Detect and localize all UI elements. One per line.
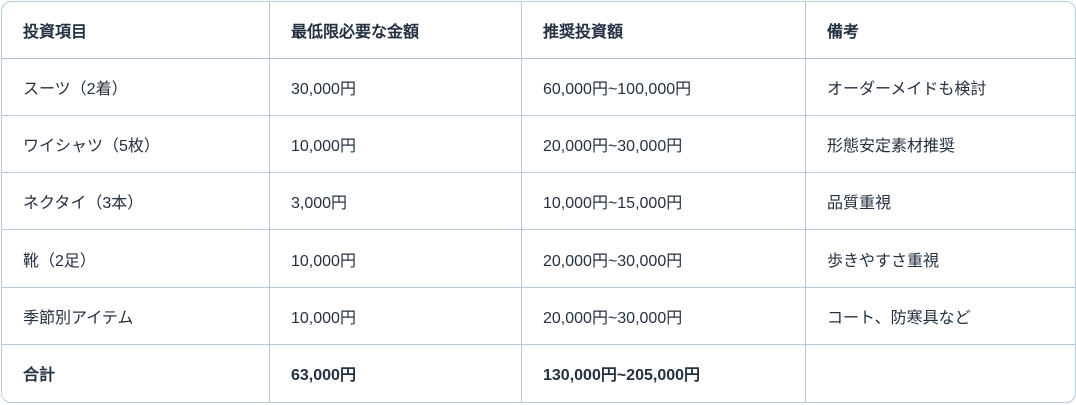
cell-minimum-amount: 10,000円 xyxy=(270,287,522,345)
cell-item: 季節別アイテム xyxy=(2,287,270,345)
header-cell-minimum-amount: 最低限必要な金額 xyxy=(270,2,522,59)
table-row: 季節別アイテム 10,000円 20,000円~30,000円 コート、防寒具な… xyxy=(2,287,1075,345)
cell-total-notes xyxy=(806,345,1075,402)
cell-notes: 品質重視 xyxy=(806,173,1075,231)
table-row: 靴（2足） 10,000円 20,000円~30,000円 歩きやすさ重視 xyxy=(2,230,1075,288)
cell-item: スーツ（2着） xyxy=(2,59,270,117)
total-row: 合計 63,000円 130,000円~205,000円 xyxy=(2,344,1075,402)
cell-minimum-amount: 10,000円 xyxy=(270,230,522,288)
cell-minimum-amount: 3,000円 xyxy=(270,173,522,231)
cell-item: 靴（2足） xyxy=(2,230,270,288)
cell-recommended-amount: 10,000円~15,000円 xyxy=(522,173,806,231)
cell-item: ネクタイ（3本） xyxy=(2,173,270,231)
cell-notes: 歩きやすさ重視 xyxy=(806,230,1075,288)
header-row: 投資項目 最低限必要な金額 推奨投資額 備考 xyxy=(2,2,1075,59)
cell-minimum-amount: 10,000円 xyxy=(270,116,522,174)
cell-total-minimum: 63,000円 xyxy=(270,344,522,402)
cell-recommended-amount: 20,000円~30,000円 xyxy=(522,287,806,345)
table-body: スーツ（2着） 30,000円 60,000円~100,000円 オーダーメイド… xyxy=(2,59,1075,402)
cell-recommended-amount: 20,000円~30,000円 xyxy=(522,116,806,174)
cell-notes: コート、防寒具など xyxy=(806,288,1075,345)
header-cell-recommended-amount: 推奨投資額 xyxy=(522,2,806,59)
cell-item: ワイシャツ（5枚） xyxy=(2,116,270,174)
header-cell-notes: 備考 xyxy=(806,2,1075,59)
table-header: 投資項目 最低限必要な金額 推奨投資額 備考 xyxy=(2,2,1075,59)
cell-notes: オーダーメイドも検討 xyxy=(806,59,1075,117)
table-row: ネクタイ（3本） 3,000円 10,000円~15,000円 品質重視 xyxy=(2,173,1075,231)
cell-total-label: 合計 xyxy=(2,344,270,402)
cell-recommended-amount: 60,000円~100,000円 xyxy=(522,59,806,117)
cell-total-recommended: 130,000円~205,000円 xyxy=(522,344,806,402)
cell-minimum-amount: 30,000円 xyxy=(270,59,522,117)
cell-notes: 形態安定素材推奨 xyxy=(806,116,1075,174)
table-row: ワイシャツ（5枚） 10,000円 20,000円~30,000円 形態安定素材… xyxy=(2,116,1075,174)
table-row: スーツ（2着） 30,000円 60,000円~100,000円 オーダーメイド… xyxy=(2,59,1075,117)
cell-recommended-amount: 20,000円~30,000円 xyxy=(522,230,806,288)
header-cell-item: 投資項目 xyxy=(2,2,270,59)
